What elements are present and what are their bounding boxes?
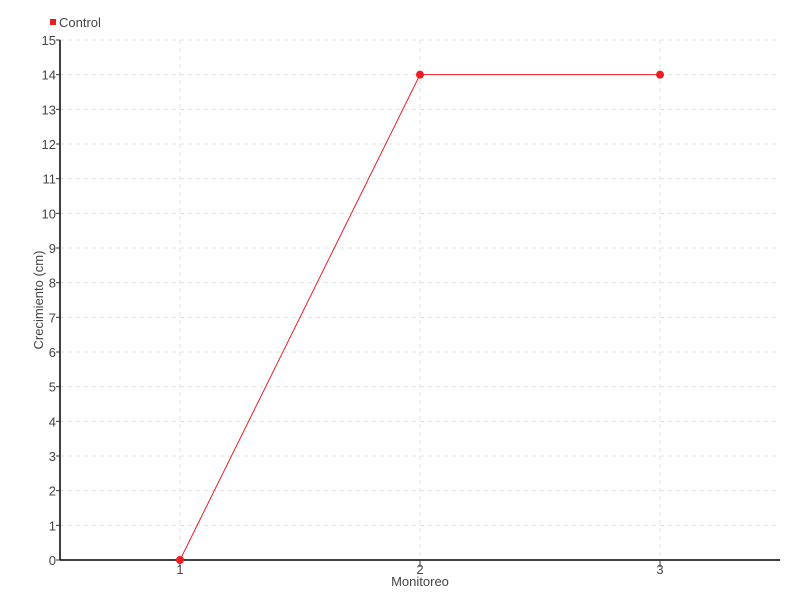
y-tick-label: 0 <box>49 553 56 568</box>
y-tick-label: 12 <box>42 137 56 152</box>
y-tick-label: 7 <box>49 310 56 325</box>
data-point <box>176 556 184 564</box>
legend-label: Control <box>59 15 101 30</box>
y-tick-label: 10 <box>42 206 56 221</box>
grid <box>60 39 780 560</box>
y-tick-label: 8 <box>49 276 56 291</box>
x-axis-label: Monitoreo <box>391 574 449 589</box>
y-tick-label: 14 <box>42 68 56 83</box>
y-tick-label: 4 <box>49 414 56 429</box>
y-tick-label: 13 <box>42 102 56 117</box>
data-point <box>416 70 424 79</box>
y-tick-label: 11 <box>43 172 57 187</box>
y-tick-label: 9 <box>49 241 56 256</box>
y-tick-label: 2 <box>49 484 56 499</box>
legend: Control <box>50 15 101 30</box>
x-tick-label: 3 <box>656 562 663 577</box>
y-tick-label: 3 <box>49 449 56 464</box>
legend-swatch <box>50 19 56 25</box>
y-axis-label: Crecimiento (cm) <box>31 251 46 350</box>
x-tick-label: 1 <box>176 562 183 577</box>
y-tick-label: 6 <box>49 345 56 360</box>
y-tick-label: 5 <box>49 380 56 395</box>
y-tick-label: 15 <box>42 33 56 48</box>
x-tick-label: 2 <box>416 562 423 577</box>
y-tick-label: 1 <box>49 518 56 533</box>
data-point <box>656 70 664 79</box>
series <box>176 70 664 564</box>
